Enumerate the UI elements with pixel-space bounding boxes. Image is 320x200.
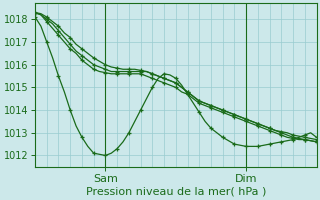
X-axis label: Pression niveau de la mer( hPa ): Pression niveau de la mer( hPa ) xyxy=(85,187,266,197)
